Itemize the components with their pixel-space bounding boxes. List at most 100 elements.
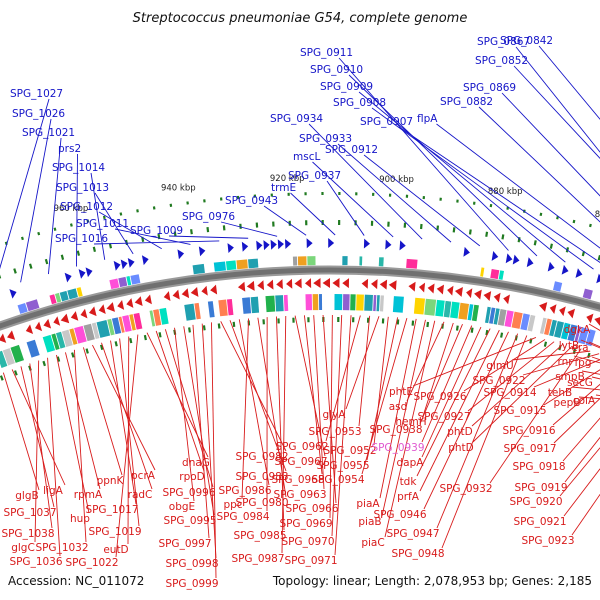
outer-gene-label[interactable]: SPG_1026 (12, 108, 65, 120)
inner-gene-label[interactable]: SPG_1036 (9, 556, 62, 568)
inner-gene-label[interactable]: SPG_0968 (271, 474, 324, 486)
outer-gene-label[interactable]: prs2 (58, 143, 81, 155)
inner-gene-label[interactable]: SPG_0966 (285, 503, 338, 515)
inner-gene-label[interactable]: SPG_0996 (162, 487, 215, 499)
inner-gene-label[interactable]: phtD (448, 442, 474, 454)
inner-gene-label[interactable]: era (571, 342, 588, 354)
inner-gene-label[interactable]: SPG_0963 (273, 489, 326, 501)
inner-gene-label[interactable]: SPG_0946 (373, 509, 426, 521)
inner-gene-label[interactable]: secG (567, 377, 593, 389)
outer-gene-label[interactable]: SPG_1009 (130, 225, 183, 237)
inner-gene-label[interactable]: SPG_1017 (85, 504, 138, 516)
inner-gene-label[interactable]: coiA (573, 395, 596, 407)
inner-gene-label[interactable]: ppnK (97, 475, 125, 487)
inner-gene-label[interactable]: SPG_0980 (235, 497, 288, 509)
inner-gene-label[interactable]: SPG_0985 (233, 530, 286, 542)
outer-gene-label[interactable]: SPG_0852 (475, 55, 528, 67)
inner-gene-label[interactable]: SPG_0920 (509, 496, 562, 508)
outer-gene-label[interactable]: SPG_0842 (500, 35, 553, 47)
inner-gene-label[interactable]: SPG_0970 (281, 536, 334, 548)
inner-gene-label[interactable]: tdk (400, 476, 418, 488)
outer-gene-label[interactable]: trmE (271, 182, 296, 194)
inner-gene-label[interactable]: rnr (557, 356, 573, 368)
inner-gene-label[interactable]: SPG_0932 (439, 483, 492, 495)
inner-gene-label[interactable]: SPG_0916 (502, 425, 555, 437)
outer-gene-label[interactable]: SPG_0869 (463, 82, 516, 94)
inner-gene-label[interactable]: lytB (559, 340, 579, 352)
inner-gene-label[interactable]: SPG_0984 (216, 511, 269, 523)
inner-gene-label[interactable]: phtE (389, 386, 413, 398)
inner-gene-label[interactable]: ppc (223, 499, 242, 511)
gene-labels[interactable]: SPG_1027 SPG_1026 SPG_1021 prs2 SPG_1014 SPG_… (1, 35, 596, 590)
inner-gene-label[interactable]: SPG_0919 (514, 482, 567, 494)
inner-gene-label[interactable]: fpg (574, 357, 591, 369)
inner-gene-label[interactable]: SPG_0939 (371, 442, 424, 454)
inner-gene-label[interactable]: SPG_0914 (483, 387, 536, 399)
inner-gene-label[interactable]: obgE (169, 501, 195, 513)
inner-gene-label[interactable]: SPG_1032 (35, 542, 88, 554)
outer-gene-label[interactable]: SPG_0933 (299, 133, 352, 145)
outer-gene-label[interactable]: SPG_0908 (333, 97, 386, 109)
inner-gene-label[interactable]: glgC (11, 542, 35, 554)
outer-gene-label[interactable]: SPG_0882 (440, 96, 493, 108)
inner-gene-label[interactable]: SPG_0999 (165, 578, 218, 590)
outer-gene-label[interactable]: SPG_0909 (320, 81, 373, 93)
inner-gene-label[interactable]: eutD (103, 544, 128, 556)
inner-gene-label[interactable]: asd (389, 401, 408, 413)
outer-gene-label[interactable]: mscL (293, 151, 320, 163)
inner-gene-label[interactable]: SPG_0952 (323, 445, 376, 457)
outer-gene-label[interactable]: SPG_0943 (225, 195, 278, 207)
inner-gene-label[interactable]: prfA (397, 491, 420, 503)
inner-gene-label[interactable]: radC (128, 489, 153, 501)
inner-gene-label[interactable]: SPG_0921 (513, 516, 566, 528)
inner-gene-label[interactable]: SPG_0918 (512, 461, 565, 473)
inner-gene-label[interactable]: rpoD (179, 471, 205, 483)
inner-gene-label[interactable]: SPG_0998 (165, 558, 218, 570)
inner-gene-label[interactable]: tehB (548, 387, 572, 399)
inner-gene-label[interactable]: SPG_0922 (472, 375, 525, 387)
inner-gene-label[interactable]: SPG_0967 (274, 456, 327, 468)
outer-gene-label[interactable]: SPG_0937 (288, 170, 341, 182)
inner-gene-label[interactable]: SPG_1022 (65, 557, 118, 569)
outer-gene-label[interactable]: SPG_1014 (52, 162, 105, 174)
inner-gene-label[interactable]: hemH (395, 416, 426, 428)
outer-gene-label[interactable]: SPG_0867 (477, 36, 530, 48)
inner-gene-label[interactable]: SPG_0969 (279, 518, 332, 530)
inner-gene-label[interactable]: hup (70, 513, 90, 525)
inner-gene-label[interactable]: dapA (397, 457, 425, 469)
outer-gene-label[interactable]: SPG_0934 (270, 113, 323, 125)
outer-gene-label[interactable]: SPG_1021 (22, 127, 75, 139)
inner-gene-label[interactable]: glmU (486, 360, 514, 372)
inner-gene-label[interactable]: SPG_0915 (493, 405, 546, 417)
inner-gene-label[interactable]: rpmA (74, 489, 103, 501)
inner-gene-label[interactable]: SPG_0995 (163, 515, 216, 527)
outer-gene-label[interactable]: flpA (417, 113, 438, 125)
inner-gene-label[interactable]: SPG_1038 (1, 528, 54, 540)
inner-gene-label[interactable]: glyA (323, 409, 347, 421)
inner-gene-label[interactable]: smpB (555, 371, 585, 383)
outer-gene-label[interactable]: SPG_1027 (10, 88, 63, 100)
inner-gene-label[interactable]: SPG_0926 (413, 391, 466, 403)
inner-gene-label[interactable]: SPG_0962 (275, 441, 328, 453)
inner-gene-label[interactable]: glgB (15, 490, 38, 502)
outer-gene-label[interactable]: SPG_0912 (325, 144, 378, 156)
inner-gene-label[interactable]: SPG_0986 (218, 485, 271, 497)
outer-gene-label[interactable]: SPG_0976 (182, 211, 235, 223)
outer-gene-label[interactable]: SPG_0907 (360, 116, 413, 128)
inner-gene-label[interactable]: piaC (361, 537, 384, 549)
outer-gene-label[interactable]: SPG_1016 (55, 233, 108, 245)
inner-gene-label[interactable]: phtD (447, 426, 473, 438)
inner-gene-label[interactable]: SPG_0923 (521, 535, 574, 547)
outer-gene-label[interactable]: SPG_1013 (56, 182, 109, 194)
inner-gene-label[interactable]: SPG_0948 (391, 548, 444, 560)
inner-gene-label[interactable]: SPG_0987 (231, 553, 284, 565)
inner-gene-label[interactable]: SPG_1019 (88, 526, 141, 538)
inner-gene-label[interactable]: ligA (43, 485, 63, 497)
inner-gene-label[interactable]: SPG_0947 (386, 528, 439, 540)
inner-gene-label[interactable]: SPG_0953 (308, 426, 361, 438)
inner-gene-label[interactable]: piaA (356, 498, 380, 510)
outer-gene-label[interactable]: SPG_0911 (300, 47, 353, 59)
inner-gene-label[interactable]: pepB (554, 397, 581, 409)
inner-gene-label[interactable]: SPG_0982 (235, 451, 288, 463)
outer-gene-label[interactable]: SPG_0910 (310, 64, 363, 76)
